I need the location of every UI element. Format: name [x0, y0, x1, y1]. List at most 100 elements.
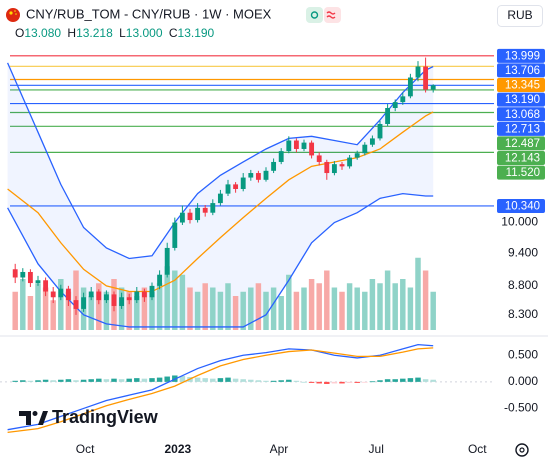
- y-tick-label: -0.500: [504, 401, 538, 415]
- macd-bar: [210, 378, 216, 382]
- level-badge: [497, 151, 545, 166]
- y-tick-label: 8.300: [508, 307, 538, 321]
- volume-bar: [422, 270, 429, 330]
- volume-bar: [293, 291, 300, 330]
- y-tick-label: 0.500: [508, 347, 538, 361]
- status-badge[interactable]: [306, 7, 323, 23]
- candle-body: [88, 291, 94, 298]
- candle-body: [430, 85, 436, 90]
- candle-body: [309, 142, 315, 156]
- level-badge: [497, 121, 545, 136]
- volume-bar: [377, 283, 383, 330]
- macd-bar: [20, 380, 26, 382]
- candle-body: [134, 291, 140, 301]
- candle-body: [195, 207, 201, 221]
- level-badge: [497, 78, 545, 93]
- candle-body: [347, 157, 353, 167]
- watermark-logo: [19, 411, 48, 425]
- macd-bar: [103, 379, 110, 382]
- x-tick-label: Apr: [270, 442, 289, 456]
- candle-body: [339, 164, 345, 167]
- volume-bar: [324, 270, 330, 330]
- volume-bar: [316, 283, 322, 330]
- candle-body: [385, 108, 391, 124]
- ohlc-letter: L: [119, 26, 126, 40]
- volume-bar: [369, 279, 376, 330]
- macd-bar: [58, 379, 64, 382]
- level-badge: [497, 198, 545, 213]
- volume-bar: [346, 283, 353, 330]
- level-badge-label: 13.345: [505, 80, 540, 92]
- volume-bar: [141, 287, 148, 330]
- level-badge-label: 12.713: [505, 123, 540, 135]
- macd-bar: [331, 381, 338, 384]
- volume-bar: [225, 283, 231, 330]
- level-badge: [497, 92, 545, 107]
- candle-body: [324, 161, 330, 174]
- macd-bar: [293, 380, 300, 382]
- level-badge-label: 10.340: [505, 200, 540, 212]
- candle-body: [81, 297, 87, 309]
- level-badge-label: 13.190: [505, 94, 540, 106]
- volume-bar: [384, 270, 391, 330]
- candle-body: [331, 164, 337, 174]
- macd-bar: [324, 381, 330, 384]
- candle-body: [43, 280, 49, 292]
- x-tick-label: Oct: [468, 442, 487, 456]
- candle-body: [179, 212, 185, 223]
- candle-body: [377, 123, 383, 139]
- candle-body: [202, 207, 208, 213]
- macd-bar: [35, 380, 41, 382]
- alert-badge[interactable]: [324, 7, 341, 23]
- candle-body: [278, 151, 284, 162]
- volume-bar: [187, 287, 193, 330]
- volume-bar: [172, 270, 178, 330]
- macd-bar: [362, 381, 368, 383]
- candle-body: [400, 96, 406, 103]
- level-badge: [497, 48, 545, 63]
- macd-bar: [263, 380, 269, 382]
- macd-bar: [286, 379, 292, 382]
- macd-bar: [422, 379, 429, 382]
- macd-bar: [384, 379, 391, 382]
- ohlc-value: 13.000: [126, 26, 163, 40]
- macd-bar: [42, 379, 49, 382]
- volume-bar: [263, 291, 269, 330]
- macd-bar: [134, 378, 140, 382]
- volume-bar: [248, 287, 254, 330]
- volume-bar: [217, 291, 224, 330]
- macd-bar: [73, 380, 79, 382]
- candle-body: [271, 161, 277, 171]
- ohlc-letter: H: [67, 26, 76, 40]
- volume-bar: [88, 296, 94, 330]
- macd-bar: [194, 377, 201, 382]
- candle-body: [369, 138, 375, 145]
- level-badge: [497, 107, 545, 122]
- volume-bar: [278, 296, 284, 330]
- ohlc-value: 13.080: [24, 26, 61, 40]
- macd-bar: [270, 380, 277, 382]
- volume-bar: [134, 296, 140, 330]
- currency-button[interactable]: RUB: [497, 5, 543, 27]
- volume-bar: [20, 279, 26, 330]
- macd-bar: [12, 380, 18, 382]
- x-tick-label: Oct: [76, 442, 95, 456]
- volume-bar: [194, 291, 201, 330]
- indicator-line: [7, 62, 434, 260]
- candle-body: [65, 288, 71, 301]
- volume-bar: [331, 287, 338, 330]
- settings-button[interactable]: [515, 443, 529, 457]
- volume-bar: [400, 279, 406, 330]
- candle-body: [240, 177, 246, 189]
- macd-bar: [255, 380, 262, 382]
- candle-body: [20, 271, 26, 278]
- x-tick-label: Jul: [369, 442, 384, 456]
- volume-bar: [58, 279, 64, 330]
- volume-bar: [430, 291, 436, 330]
- macd-bar: [369, 381, 376, 383]
- candle-body: [149, 285, 155, 298]
- currency-label[interactable]: RUB: [507, 8, 532, 22]
- volume-bar: [96, 283, 102, 330]
- level-badge-label: 13.706: [505, 65, 540, 77]
- macd-bar: [400, 378, 406, 382]
